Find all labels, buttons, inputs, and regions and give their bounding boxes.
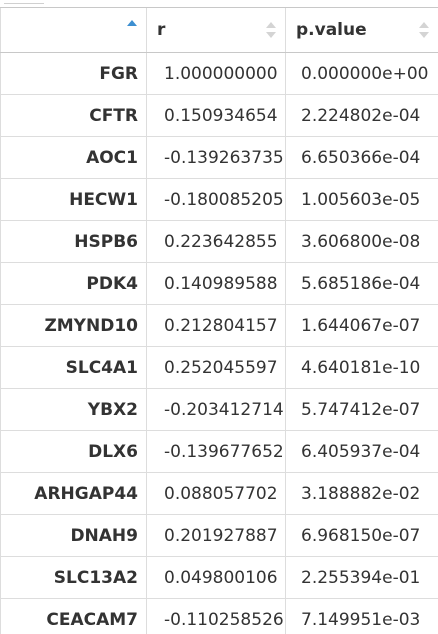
gene-cell: FGR [1,53,147,95]
gene-cell: ARHGAP44 [1,473,147,515]
table-row[interactable]: FGR 1.000000000 0.000000e+00 [1,53,438,95]
r-cell: 0.252045597 [147,347,286,389]
pvalue-cell: 2.224802e-04 [286,95,438,137]
gene-cell: DNAH9 [1,515,147,557]
pvalue-cell: 6.968150e-07 [286,515,438,557]
pvalue-cell: 6.405937e-04 [286,431,438,473]
table-row[interactable]: ARHGAP44 0.088057702 3.188882e-02 [1,473,438,515]
sort-both-icon[interactable] [419,22,430,38]
header-row: r p.value [1,8,438,53]
data-table: r p.value FGR 1.000000000 0.000000e+00 CFTR… [0,8,438,634]
pvalue-cell: 3.606800e-08 [286,221,438,263]
gene-cell: SLC13A2 [1,557,147,599]
table-row[interactable]: SLC4A1 0.252045597 4.640181e-10 [1,347,438,389]
column-header-label: p.value [296,20,367,40]
gene-cell: DLX6 [1,431,147,473]
r-cell: 0.049800106 [147,557,286,599]
table-row[interactable]: ZMYND10 0.212804157 1.644067e-07 [1,305,438,347]
table-row[interactable]: DLX6 -0.139677652 6.405937e-04 [1,431,438,473]
table-row[interactable]: CEACAM7 -0.110258526 7.149951e-03 [1,599,438,634]
r-cell: 0.223642855 [147,221,286,263]
r-cell: -0.203412714 [147,389,286,431]
pvalue-cell: 7.149951e-03 [286,599,438,634]
column-header-r[interactable]: r [147,8,286,53]
column-header-rownames[interactable] [1,8,147,53]
gene-cell: HECW1 [1,179,147,221]
table-row[interactable]: YBX2 -0.203412714 5.747412e-07 [1,389,438,431]
gene-cell: PDK4 [1,263,147,305]
r-cell: -0.180085205 [147,179,286,221]
gene-cell: YBX2 [1,389,147,431]
gene-cell: CEACAM7 [1,599,147,634]
gene-cell: SLC4A1 [1,347,147,389]
sort-both-icon[interactable] [266,22,277,38]
r-cell: -0.139263735 [147,137,286,179]
gene-cell: HSPB6 [1,221,147,263]
pvalue-cell: 1.644067e-07 [286,305,438,347]
table-row[interactable]: HSPB6 0.223642855 3.606800e-08 [1,221,438,263]
r-cell: -0.139677652 [147,431,286,473]
pvalue-cell: 0.000000e+00 [286,53,438,95]
table-row[interactable]: AOC1 -0.139263735 6.650366e-04 [1,137,438,179]
sort-ascending-icon[interactable] [127,20,138,36]
column-header-label: r [157,20,165,40]
pvalue-cell: 5.685186e-04 [286,263,438,305]
pvalue-cell: 1.005603e-05 [286,179,438,221]
gene-cell: CFTR [1,95,147,137]
r-cell: 0.140989588 [147,263,286,305]
pvalue-cell: 4.640181e-10 [286,347,438,389]
table-body: FGR 1.000000000 0.000000e+00 CFTR 0.15093465… [1,53,438,634]
pvalue-cell: 2.255394e-01 [286,557,438,599]
r-cell: 0.212804157 [147,305,286,347]
r-cell: -0.110258526 [147,599,286,634]
r-cell: 0.201927887 [147,515,286,557]
pvalue-cell: 3.188882e-02 [286,473,438,515]
pvalue-cell: 5.747412e-07 [286,389,438,431]
table-row[interactable]: PDK4 0.140989588 5.685186e-04 [1,263,438,305]
gene-cell: ZMYND10 [1,305,147,347]
r-cell: 0.088057702 [147,473,286,515]
table-row[interactable]: DNAH9 0.201927887 6.968150e-07 [1,515,438,557]
column-header-pvalue[interactable]: p.value [286,8,438,53]
r-cell: 1.000000000 [147,53,286,95]
top-strip [0,0,438,8]
table-row[interactable]: SLC13A2 0.049800106 2.255394e-01 [1,557,438,599]
r-cell: 0.150934654 [147,95,286,137]
table-row[interactable]: CFTR 0.150934654 2.224802e-04 [1,95,438,137]
pvalue-cell: 6.650366e-04 [286,137,438,179]
gene-cell: AOC1 [1,137,147,179]
table-row[interactable]: HECW1 -0.180085205 1.005603e-05 [1,179,438,221]
